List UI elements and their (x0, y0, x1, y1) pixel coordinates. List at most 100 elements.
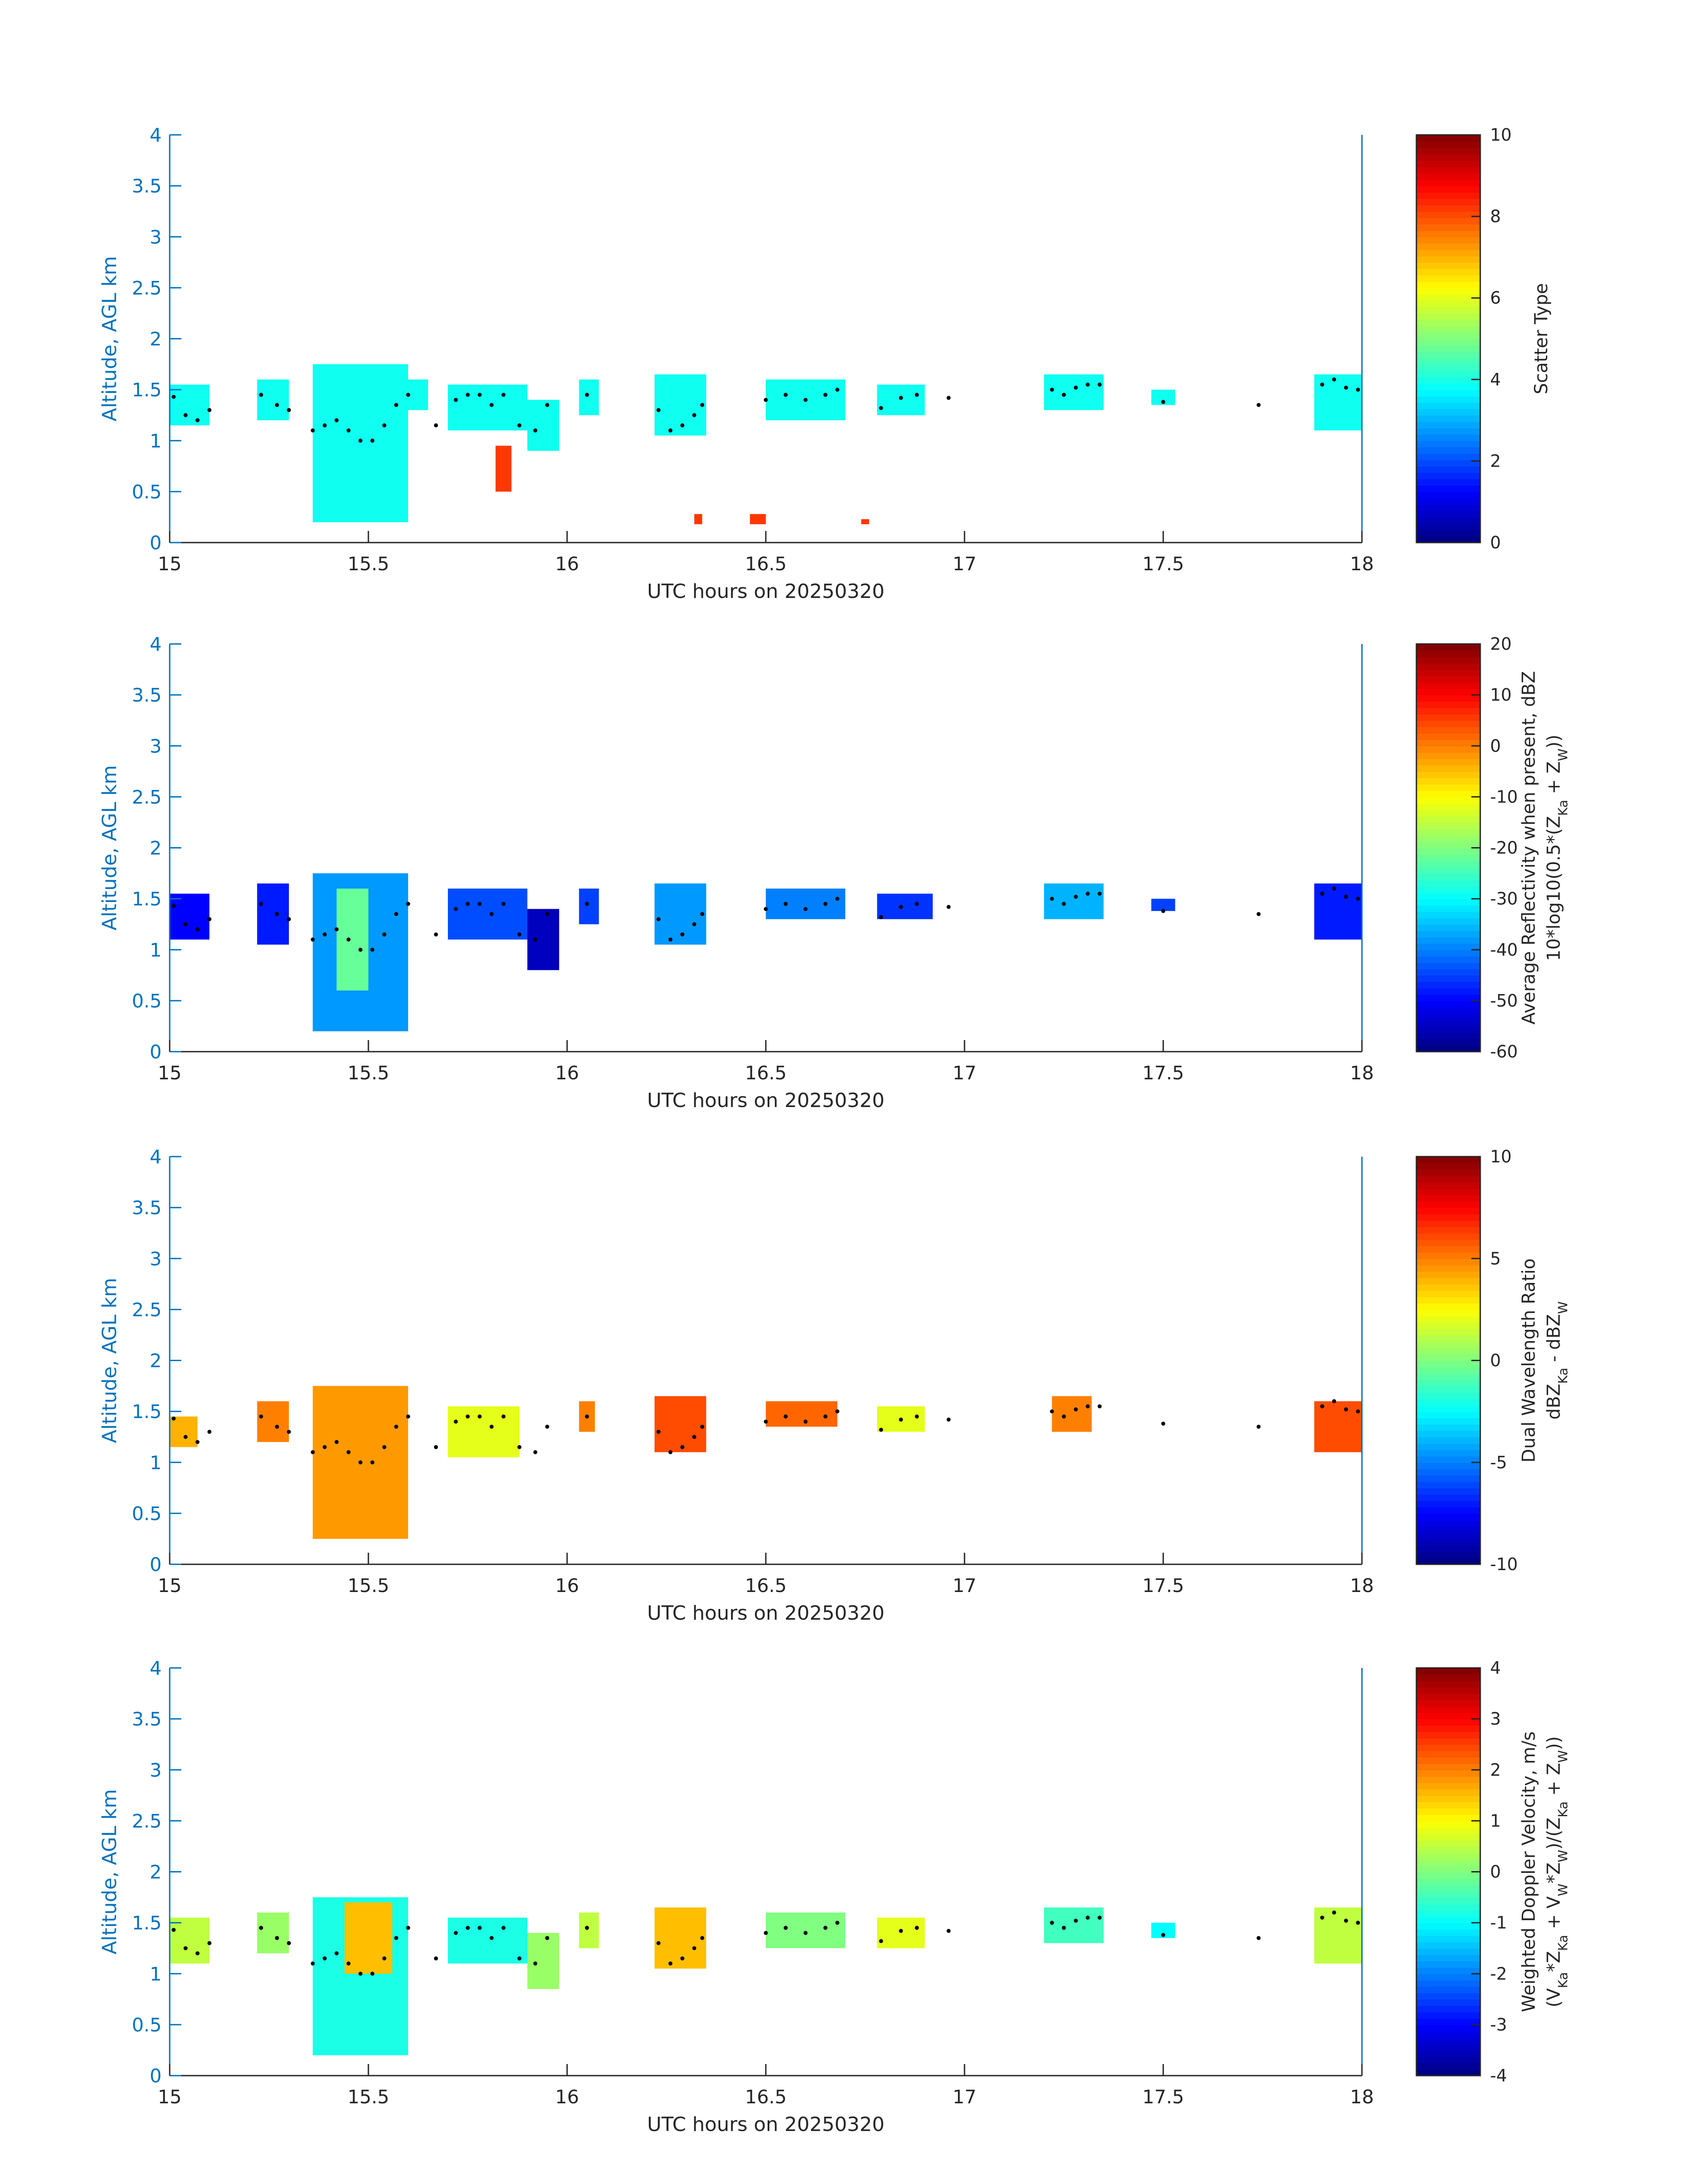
y-tick-label: 2 (150, 1350, 162, 1372)
colorbar-tick-label: -3 (1490, 2015, 1507, 2035)
cloud-base-point (1086, 891, 1090, 896)
colorbar-label: Scatter Type (1531, 283, 1552, 394)
colorbar-segment (1416, 918, 1480, 925)
cloud-base-point (434, 1445, 438, 1450)
colorbar-tick-label: -50 (1490, 991, 1518, 1011)
colorbar-segment (1416, 167, 1480, 174)
data-cell (170, 384, 209, 426)
cloud-base-point (1356, 897, 1360, 901)
colorbar-segment (1416, 1942, 1480, 1949)
cloud-base-point (171, 904, 176, 908)
colorbar-label: Average Reflectivity when present, dBZ (1519, 671, 1539, 1024)
cloud-base-point (764, 397, 768, 402)
colorbar-segment (1416, 1545, 1480, 1552)
colorbar-segment (1416, 160, 1480, 167)
cloud-base-point (656, 1429, 661, 1434)
colorbar-segment (1416, 879, 1480, 887)
colorbar-segment (1416, 924, 1480, 931)
colorbar-segment (1416, 1026, 1480, 1033)
colorbar-label-part: ( (1544, 2001, 1564, 2008)
colorbar-segment (1416, 1469, 1480, 1476)
cloud-base-point (545, 1425, 549, 1429)
data-cell (170, 894, 209, 940)
colorbar-segment (1416, 982, 1480, 989)
x-axis-label: UTC hours on 20250320 (647, 580, 885, 603)
cloud-base-point (1073, 385, 1078, 390)
x-tick-label: 18 (1350, 553, 1374, 575)
colorbar-segment (1416, 1757, 1480, 1764)
cloud-base-point (434, 932, 438, 937)
colorbar-segment (1416, 1032, 1480, 1040)
x-axis-label: UTC hours on 20250320 (647, 1602, 885, 1625)
colorbar-segment (1416, 1903, 1480, 1911)
colorbar-segment (1416, 262, 1480, 269)
colorbar-segment (1416, 307, 1480, 314)
cloud-base-point (692, 922, 697, 927)
colorbar-segment (1416, 1379, 1480, 1387)
data-cell (257, 1912, 289, 1954)
colorbar-segment (1416, 1674, 1480, 1681)
data-cell (654, 883, 706, 945)
cloud-base-point (700, 1936, 705, 1940)
colorbar-segment (1416, 949, 1480, 957)
colorbar-segment (1416, 1309, 1480, 1316)
colorbar-tick-label: 10 (1490, 125, 1512, 145)
cloud-base-point (406, 902, 410, 906)
colorbar-segment (1416, 1347, 1480, 1355)
x-tick-label: 17 (952, 1062, 976, 1084)
colorbar-segment (1416, 758, 1480, 766)
colorbar-segment (1416, 1827, 1480, 1834)
colorbar-segment (1416, 313, 1480, 320)
colorbar-segment (1416, 1910, 1480, 1917)
colorbar-segment (1416, 1399, 1480, 1406)
colorbar-segment (1416, 695, 1480, 702)
data-cell (579, 888, 599, 924)
y-tick-label: 2.5 (132, 1299, 162, 1320)
y-tick-label: 3.5 (132, 1708, 162, 1730)
colorbar-segment (1416, 943, 1480, 950)
colorbar-label-part: * (1544, 1963, 1564, 1972)
colorbar-label: (VKa*ZKa + VW*ZW)/(ZKa + ZW)) (1544, 1736, 1570, 2007)
cloud-base-point (207, 1941, 212, 1945)
colorbar-segment (1416, 1316, 1480, 1323)
data-cell (527, 400, 560, 451)
cloud-base-point (1257, 1425, 1261, 1429)
cloud-base-point (700, 403, 705, 407)
colorbar-segment (1416, 1475, 1480, 1482)
colorbar-segment (1416, 714, 1480, 721)
colorbar-label-part: * (1544, 1875, 1564, 1884)
y-tick-label: 1 (150, 1452, 162, 1474)
x-tick-label: 18 (1350, 1062, 1374, 1084)
colorbar-segment (1416, 243, 1480, 250)
cloud-base-point (184, 922, 188, 927)
colorbar-tick-label: 6 (1490, 288, 1501, 308)
cloud-base-point (1098, 891, 1102, 896)
cloud-base-point (585, 902, 589, 906)
colorbar-segment (1416, 294, 1480, 301)
colorbar-segment (1416, 1558, 1480, 1565)
colorbar-segment (1416, 1935, 1480, 1943)
colorbar-tick-label: 10 (1490, 1147, 1512, 1166)
cloud-base-point (585, 1414, 589, 1419)
colorbar-segment (1416, 288, 1480, 295)
colorbar-segment (1416, 771, 1480, 778)
data-cell (654, 374, 706, 436)
data-cell (170, 1918, 209, 1964)
colorbar-tick-label: 0 (1490, 1862, 1501, 1882)
data-cell (448, 1406, 520, 1458)
colorbar-segment (1416, 383, 1480, 390)
x-tick-label: 15.5 (347, 2086, 389, 2108)
cloud-base-point (370, 439, 375, 443)
colorbar-segment (1416, 466, 1480, 473)
colorbar-tick-label: 5 (1490, 1249, 1501, 1268)
cloud-base-points (171, 886, 1360, 952)
cloud-base-point (489, 1425, 494, 1429)
colorbar-label-sub: Ka (1555, 1801, 1570, 1818)
colorbar-segment (1416, 1738, 1480, 1745)
colorbar-label: Dual Wavelength Ratio (1519, 1258, 1539, 1462)
cloud-base-point (692, 413, 697, 418)
cloud-base-point (1050, 388, 1054, 392)
cloud-base-point (823, 1414, 827, 1419)
y-tick-label: 3 (150, 226, 162, 248)
colorbar-segment (1416, 326, 1480, 333)
